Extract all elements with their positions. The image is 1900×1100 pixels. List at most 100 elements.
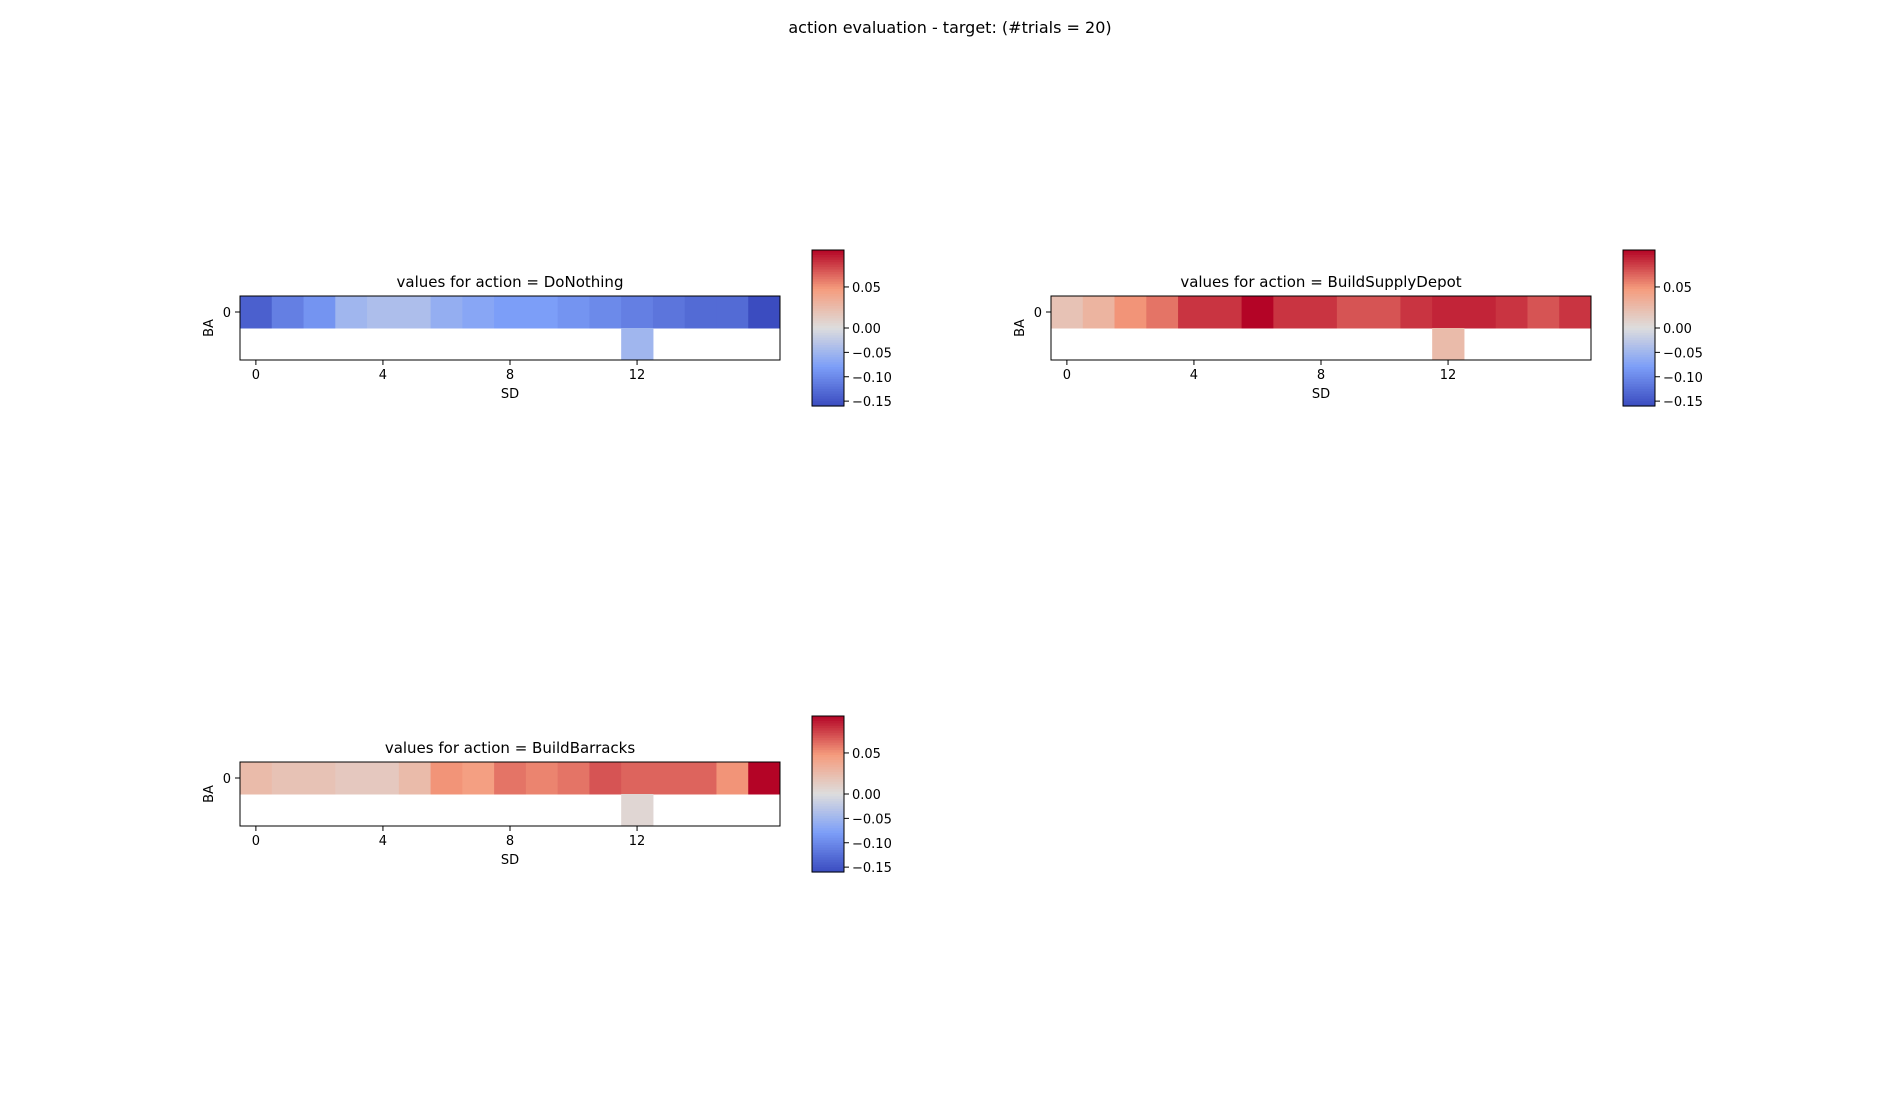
heatmap-cell xyxy=(1559,296,1592,329)
colorbar-segment xyxy=(812,745,844,749)
colorbar-segment xyxy=(1623,323,1655,327)
heatmap-cell xyxy=(1463,296,1497,329)
y-tick-label: 0 xyxy=(223,306,231,321)
colorbar-segment xyxy=(812,801,844,805)
colorbar-segment xyxy=(812,362,844,366)
colorbar-segment xyxy=(1623,374,1655,378)
x-axis-label: SD xyxy=(501,853,519,868)
colorbar-segment xyxy=(812,291,844,295)
heatmap-cell xyxy=(684,762,717,795)
colorbar-segment xyxy=(1623,398,1655,402)
heatmap-cell xyxy=(1209,296,1243,329)
colorbar-segment xyxy=(1623,315,1655,319)
colorbar-tick-label: −0.05 xyxy=(1663,346,1703,361)
y-axis-label: BA xyxy=(1013,319,1028,337)
colorbar-segment xyxy=(1623,281,1655,285)
colorbar-segment xyxy=(812,750,844,754)
heatmap-panel: values for action = BuildSupplyDepot 0 4 8 1… xyxy=(1013,249,1703,410)
colorbar-segment xyxy=(812,757,844,761)
colorbar-segment xyxy=(1623,313,1655,317)
colorbar-tick-label: −0.15 xyxy=(852,861,892,876)
colorbar-tick-label: −0.15 xyxy=(1663,395,1703,410)
colorbar-segment xyxy=(812,376,844,380)
colorbar-segment xyxy=(812,796,844,800)
heatmap-cell xyxy=(240,762,273,795)
heatmap-cell xyxy=(1051,296,1084,329)
colorbar-segment xyxy=(812,815,844,819)
colorbar-segment xyxy=(812,364,844,368)
colorbar-segment xyxy=(1623,367,1655,371)
colorbar-segment xyxy=(812,303,844,307)
heatmap-cell xyxy=(748,296,781,329)
colorbar-segment xyxy=(812,296,844,300)
heatmap-cell xyxy=(748,762,781,795)
colorbar-segment xyxy=(812,381,844,385)
colorbar-tick-label: 0.00 xyxy=(852,788,881,803)
heatmap-cell xyxy=(1527,296,1560,329)
colorbar-segment xyxy=(1623,271,1655,275)
colorbar-segment xyxy=(1623,296,1655,300)
colorbar-segment xyxy=(1623,320,1655,324)
colorbar-segment xyxy=(812,811,844,815)
colorbar-tick-label: −0.05 xyxy=(852,812,892,827)
colorbar-segment xyxy=(812,286,844,290)
heatmap-panel: values for action = DoNothing 0 4 8 12 0 SD BA 0… xyxy=(202,249,892,410)
colorbar-segment xyxy=(812,716,844,720)
colorbar-segment xyxy=(1623,347,1655,351)
colorbar-segment xyxy=(1623,332,1655,336)
x-tick-label: 12 xyxy=(629,368,646,383)
heatmap-cell xyxy=(557,762,590,795)
colorbar-segment xyxy=(812,320,844,324)
colorbar-segment xyxy=(812,342,844,346)
heatmap-cell xyxy=(494,296,527,329)
colorbar-segment xyxy=(812,281,844,285)
colorbar-segment xyxy=(812,769,844,773)
colorbar-segment xyxy=(812,781,844,785)
x-tick-label: 12 xyxy=(629,834,646,849)
x-tick-label: 12 xyxy=(1440,368,1457,383)
colorbar-segment xyxy=(1623,362,1655,366)
colorbar-segment xyxy=(812,374,844,378)
colorbar-segment xyxy=(1623,325,1655,329)
colorbar-tick-label: 0.00 xyxy=(852,322,881,337)
colorbar-segment xyxy=(812,720,844,724)
colorbar-segment xyxy=(1623,376,1655,380)
colorbar-tick-label: −0.10 xyxy=(852,837,892,852)
colorbar-segment xyxy=(812,335,844,339)
colorbar-segment xyxy=(812,852,844,856)
colorbar-segment xyxy=(1623,396,1655,400)
y-tick-label: 0 xyxy=(223,772,231,787)
heatmap-cell xyxy=(1336,296,1370,329)
heatmap-cell xyxy=(303,762,336,795)
colorbar-segment xyxy=(812,340,844,344)
colorbar-segment xyxy=(812,359,844,363)
colorbar-segment xyxy=(812,354,844,358)
colorbar-segment xyxy=(1623,391,1655,395)
colorbar-segment xyxy=(1623,388,1655,392)
colorbar-segment xyxy=(812,806,844,810)
heatmap-cell xyxy=(1432,296,1465,329)
colorbar-segment xyxy=(1623,298,1655,302)
colorbar-segment xyxy=(1623,357,1655,361)
colorbar-segment xyxy=(1623,284,1655,288)
heatmap-cell xyxy=(335,296,368,329)
figure-title: action evaluation - target: (#trials = 2… xyxy=(788,18,1112,37)
heatmap-cell xyxy=(335,762,368,795)
colorbar-segment xyxy=(812,262,844,266)
heatmap-cell xyxy=(525,762,559,795)
colorbar-segment xyxy=(812,740,844,744)
heatmap-cell xyxy=(367,762,400,795)
colorbar-segment xyxy=(812,315,844,319)
colorbar-segment xyxy=(1623,335,1655,339)
colorbar-segment xyxy=(1623,308,1655,312)
colorbar-segment xyxy=(812,337,844,341)
heatmap-cell xyxy=(271,762,305,795)
colorbar-segment xyxy=(812,269,844,273)
colorbar-tick-label: −0.15 xyxy=(852,395,892,410)
colorbar-segment xyxy=(812,818,844,822)
heatmap-cell xyxy=(367,296,400,329)
colorbar-segment xyxy=(812,325,844,329)
colorbar-segment xyxy=(812,250,844,254)
colorbar-segment xyxy=(812,867,844,871)
